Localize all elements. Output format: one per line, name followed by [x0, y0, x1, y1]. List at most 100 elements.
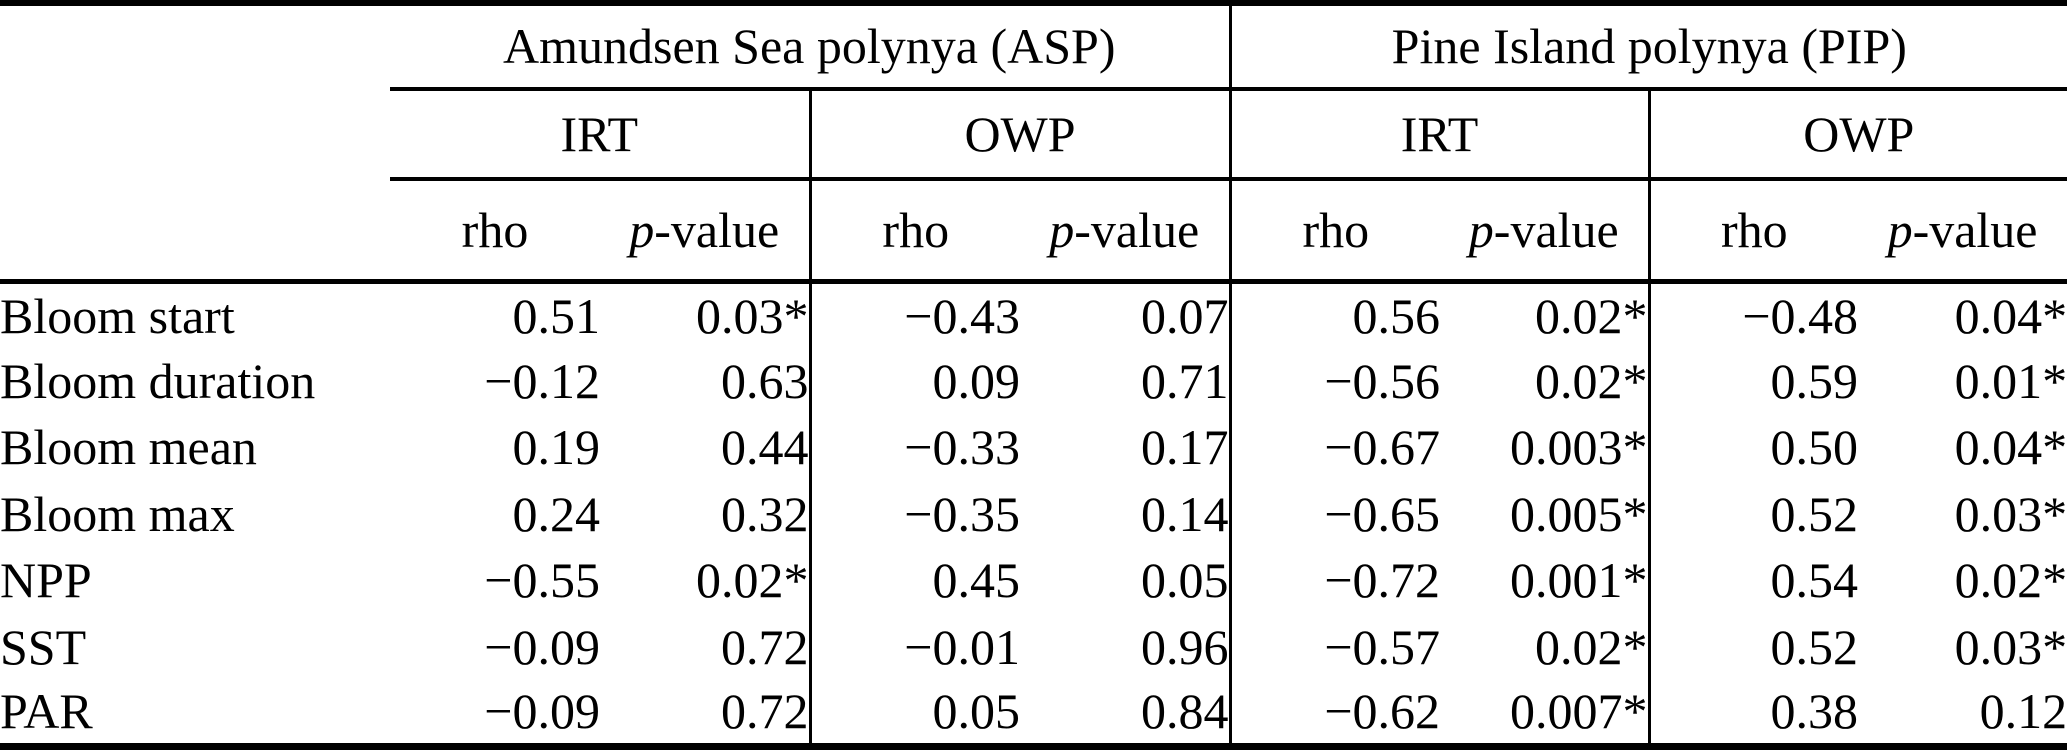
value-cell: 0.56	[1228, 281, 1441, 348]
value-cell: 0.02*	[1535, 287, 1648, 344]
value-cell: −0.09	[484, 618, 600, 675]
value-cell: 0.50	[1647, 414, 1859, 481]
value-cell: −0.43	[808, 281, 1020, 348]
p-value-italic-part: p	[629, 201, 655, 258]
row-label: Bloom duration	[0, 352, 316, 409]
value-cell: 0.96	[1141, 618, 1229, 675]
value-cell: 0.09	[808, 347, 1020, 415]
value-cell: 0.04*	[1954, 287, 2067, 344]
table-row: Bloom duration −0.12 0.63 0.09 0.71 −0.5…	[0, 347, 2067, 415]
value-cell: −0.35	[808, 480, 1020, 548]
row-label: SST	[0, 618, 87, 675]
p-value-suffix-part: -value	[1912, 201, 2038, 258]
value-cell: 0.54	[1647, 547, 1859, 614]
value-cell: 0.71	[1141, 352, 1229, 409]
value-cell: 0.001*	[1510, 552, 1648, 609]
col-header-rho: rho	[390, 178, 600, 284]
value-cell: −0.72	[1228, 547, 1441, 614]
value-cell: 0.03*	[696, 287, 809, 344]
col-header-p-value: p-value	[1858, 178, 2067, 284]
corner-cell	[0, 89, 390, 179]
value-cell: 0.59	[1647, 347, 1859, 415]
value-cell: 0.52	[1647, 613, 1859, 680]
value-cell: 0.38	[1647, 679, 1859, 747]
value-cell: 0.02*	[1954, 552, 2067, 609]
col-header-p-value: p-value	[600, 178, 810, 284]
p-value-suffix-part: -value	[1493, 201, 1619, 258]
value-cell: 0.02*	[1535, 352, 1648, 409]
p-value-suffix-part: -value	[654, 201, 780, 258]
value-cell: 0.51	[512, 287, 601, 344]
value-cell: −0.62	[1228, 679, 1441, 747]
value-cell: 0.05	[1141, 552, 1229, 609]
value-cell: −0.56	[1228, 347, 1441, 415]
col-header-rho: rho	[808, 178, 1020, 284]
value-cell: −0.48	[1647, 281, 1859, 348]
table-row: Bloom max 0.24 0.32 −0.35 0.14 −0.65 0.0…	[0, 480, 2067, 548]
corner-cell	[0, 3, 390, 89]
value-cell: 0.12	[1979, 683, 2067, 740]
value-cell: 0.17	[1141, 419, 1229, 476]
value-cell: 0.02*	[1535, 618, 1648, 675]
value-cell: 0.72	[721, 683, 809, 740]
p-value-suffix-part: -value	[1074, 201, 1200, 258]
value-cell: 0.52	[1647, 480, 1859, 548]
group-header-pip: Pine Island polynya (PIP)	[1228, 3, 2067, 91]
group-header-asp: Amundsen Sea polynya (ASP)	[390, 3, 1231, 91]
p-value-italic-part: p	[1468, 201, 1494, 258]
value-cell: 0.005*	[1510, 485, 1648, 542]
table-row: NPP −0.55 0.02* 0.45 0.05 −0.72 0.001* 0…	[0, 547, 2067, 614]
value-cell: 0.44	[721, 419, 809, 476]
subgroup-header-asp-irt: IRT	[390, 88, 810, 181]
value-cell: −0.67	[1228, 414, 1441, 481]
subgroup-header-pip-irt: IRT	[1228, 88, 1650, 181]
table-row: PAR −0.09 0.72 0.05 0.84 −0.62 0.007* 0.…	[0, 679, 2067, 747]
value-cell: 0.45	[808, 547, 1020, 614]
row-label: Bloom mean	[0, 419, 257, 476]
col-header-rho: rho	[1228, 178, 1441, 284]
row-label: NPP	[0, 552, 92, 609]
value-cell: 0.02*	[696, 552, 809, 609]
col-header-p-value: p-value	[1440, 178, 1650, 284]
table-row: Bloom mean 0.19 0.44 −0.33 0.17 −0.67 0.…	[0, 414, 2067, 481]
value-cell: −0.57	[1228, 613, 1441, 680]
value-cell: 0.84	[1141, 683, 1229, 740]
value-cell: 0.01*	[1954, 352, 2067, 409]
value-cell: 0.03*	[1954, 618, 2067, 675]
value-cell: 0.72	[721, 618, 809, 675]
value-cell: 0.003*	[1510, 419, 1648, 476]
subgroup-header-pip-owp: OWP	[1647, 88, 2067, 181]
value-cell: 0.63	[721, 352, 809, 409]
value-cell: 0.03*	[1954, 485, 2067, 542]
table-row: Bloom start 0.51 0.03* −0.43 0.07 0.56 0…	[0, 281, 2067, 348]
table-row: SST −0.09 0.72 −0.01 0.96 −0.57 0.02* 0.…	[0, 613, 2067, 680]
value-cell: 0.05	[808, 679, 1020, 747]
value-cell: 0.19	[512, 419, 601, 476]
corner-cell	[0, 178, 390, 284]
value-cell: 0.04*	[1954, 419, 2067, 476]
value-cell: −0.55	[484, 552, 600, 609]
group-header-row: Amundsen Sea polynya (ASP) Pine Island p…	[0, 3, 2067, 91]
p-value-italic-part: p	[1049, 201, 1075, 258]
row-label: Bloom max	[0, 485, 235, 542]
value-cell: −0.09	[484, 683, 600, 740]
row-label: PAR	[0, 683, 93, 740]
value-cell: 0.14	[1141, 485, 1229, 542]
value-cell: 0.24	[512, 485, 601, 542]
value-cell: 0.07	[1141, 287, 1229, 344]
value-cell: −0.33	[808, 414, 1020, 481]
value-cell: 0.32	[721, 485, 809, 542]
subgroup-header-asp-owp: OWP	[808, 88, 1231, 181]
value-cell: −0.12	[484, 352, 600, 409]
column-header-row: rho p-value rho p-value rho p-value rho …	[0, 178, 2067, 284]
value-cell: −0.01	[808, 613, 1020, 680]
p-value-italic-part: p	[1887, 201, 1913, 258]
value-cell: −0.65	[1228, 480, 1441, 548]
row-label: Bloom start	[0, 287, 235, 344]
col-header-rho: rho	[1647, 178, 1859, 284]
value-cell: 0.007*	[1510, 683, 1648, 740]
subgroup-header-row: IRT OWP IRT OWP	[0, 88, 2067, 181]
col-header-p-value: p-value	[1020, 178, 1231, 284]
